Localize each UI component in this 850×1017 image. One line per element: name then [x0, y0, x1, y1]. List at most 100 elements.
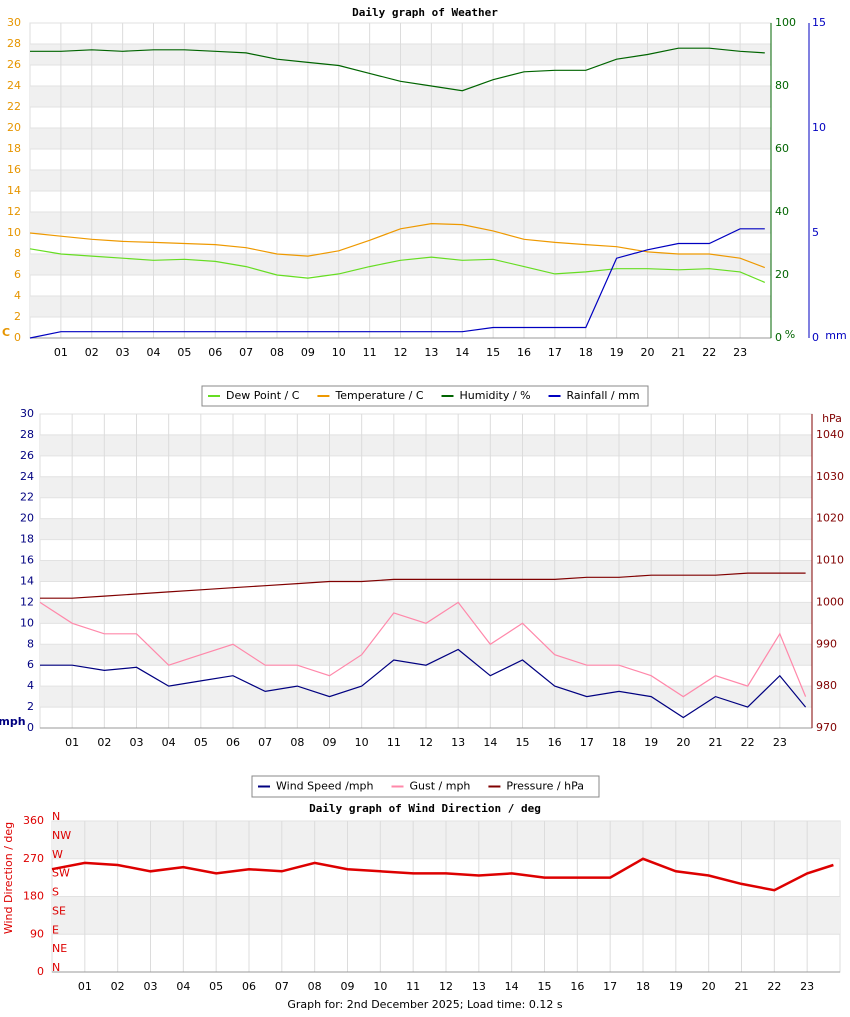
legend-label: Pressure / hPa: [506, 780, 584, 793]
x-tick-label: 02: [111, 980, 125, 993]
x-tick-label: 06: [226, 736, 240, 749]
x-tick-label: 02: [97, 736, 111, 749]
x-tick-label: 23: [773, 736, 787, 749]
x-tick-label: 18: [636, 980, 650, 993]
y2-tick-label: 0: [775, 331, 782, 344]
legend-label: Wind Speed /mph: [276, 780, 374, 793]
y-tick-label: 12: [7, 205, 21, 218]
x-tick-label: 04: [147, 346, 161, 359]
x-tick-label: 11: [406, 980, 420, 993]
x-tick-label: 19: [644, 736, 658, 749]
y-tick-label: 18: [20, 533, 34, 546]
y-tick-label: 30: [7, 16, 21, 29]
y-tick-label: 14: [7, 184, 21, 197]
x-tick-label: 20: [641, 346, 655, 359]
y3-tick-label: 0: [812, 331, 819, 344]
series-line: [40, 648, 807, 719]
compass-label: SW: [52, 867, 70, 880]
y-tick-label: 8: [27, 637, 34, 650]
x-tick-label: 12: [439, 980, 453, 993]
y2-tick-label: 20: [775, 268, 789, 281]
x-tick-label: 22: [741, 736, 755, 749]
y2-tick-label: 1000: [816, 595, 844, 608]
x-tick-label: 16: [517, 346, 531, 359]
y-axis-label: mph: [0, 715, 26, 728]
y-axis-label: C: [2, 326, 10, 339]
y-tick-label: 26: [7, 58, 21, 71]
x-tick-label: 15: [538, 980, 552, 993]
legend-label: Humidity / %: [460, 389, 531, 402]
x-tick-label: 18: [579, 346, 593, 359]
x-tick-label: 05: [209, 980, 223, 993]
y-tick-label: 28: [7, 37, 21, 50]
y-tick-label: 4: [27, 679, 34, 692]
compass-label: N: [52, 961, 60, 974]
y-tick-label: 2: [27, 700, 34, 713]
series-line: [29, 222, 766, 269]
x-tick-label: 04: [176, 980, 190, 993]
x-tick-label: 20: [676, 736, 690, 749]
x-tick-label: 16: [570, 980, 584, 993]
x-tick-label: 13: [472, 980, 486, 993]
compass-label: S: [52, 886, 59, 899]
x-tick-label: 01: [78, 980, 92, 993]
x-tick-label: 19: [669, 980, 683, 993]
footer: Graph for: 2nd December 2025; Load time:…: [287, 998, 562, 1011]
x-tick-label: 08: [290, 736, 304, 749]
y2-tick-label: 40: [775, 205, 789, 218]
x-tick-label: 01: [65, 736, 79, 749]
y2-tick-label: 80: [775, 79, 789, 92]
y-tick-label: 10: [20, 616, 34, 629]
legend-label: Dew Point / C: [226, 389, 300, 402]
legend-label: Gust / mph: [410, 780, 471, 793]
x-tick-label: 11: [387, 736, 401, 749]
y2-tick-label: 1040: [816, 428, 844, 441]
y2-axis-label: hPa: [822, 412, 842, 425]
x-tick-label: 23: [800, 980, 814, 993]
x-tick-label: 20: [702, 980, 716, 993]
compass-label: W: [52, 848, 63, 861]
y-tick-label: 4: [14, 289, 21, 302]
compass-label: N: [52, 810, 60, 823]
legend-label: Temperature / C: [334, 389, 423, 402]
x-tick-label: 21: [735, 980, 749, 993]
y-tick-label: 22: [7, 100, 21, 113]
y-tick-label: 26: [20, 449, 34, 462]
x-tick-label: 21: [709, 736, 723, 749]
x-tick-label: 07: [258, 736, 272, 749]
y-tick-label: 22: [20, 491, 34, 504]
y-tick-label: 14: [20, 574, 34, 587]
series-line: [40, 572, 806, 599]
x-tick-label: 05: [177, 346, 191, 359]
y2-tick-label: 980: [816, 679, 837, 692]
series-line: [30, 47, 765, 92]
y-tick-label: 2: [14, 310, 21, 323]
x-tick-label: 10: [355, 736, 369, 749]
chart-title: Daily graph of Weather: [352, 6, 498, 19]
x-tick-label: 19: [610, 346, 624, 359]
compass-label: NE: [52, 942, 67, 955]
y3-tick-label: 5: [812, 226, 819, 239]
x-tick-label: 03: [116, 346, 130, 359]
x-tick-label: 10: [332, 346, 346, 359]
x-tick-label: 05: [194, 736, 208, 749]
x-tick-label: 01: [54, 346, 68, 359]
x-tick-label: 14: [483, 736, 497, 749]
x-tick-label: 18: [612, 736, 626, 749]
x-tick-label: 09: [301, 346, 315, 359]
x-tick-label: 16: [548, 736, 562, 749]
x-tick-label: 17: [548, 346, 562, 359]
y-axis-label: Wind Direction / deg: [2, 822, 15, 934]
x-tick-label: 21: [671, 346, 685, 359]
y2-tick-label: 1020: [816, 512, 844, 525]
x-tick-label: 15: [486, 346, 500, 359]
y3-tick-label: 10: [812, 121, 826, 134]
x-tick-label: 03: [130, 736, 144, 749]
x-tick-label: 08: [308, 980, 322, 993]
compass-label: NW: [52, 829, 71, 842]
y2-tick-label: 60: [775, 142, 789, 155]
x-tick-label: 08: [270, 346, 284, 359]
x-tick-label: 03: [144, 980, 158, 993]
x-tick-label: 13: [451, 736, 465, 749]
